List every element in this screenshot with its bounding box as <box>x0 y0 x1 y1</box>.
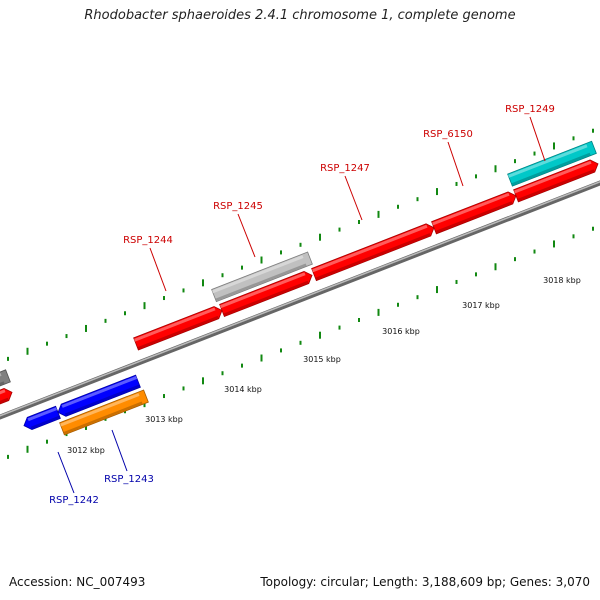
gene-highlight <box>220 272 306 309</box>
gene-arrow[interactable] <box>59 389 149 436</box>
scale-label: 3013 kbp <box>145 415 183 424</box>
gene-arrow[interactable] <box>431 190 519 235</box>
gene-label-lines <box>57 116 546 494</box>
backbone <box>0 180 600 420</box>
backbone-line <box>0 180 600 420</box>
gene-shadow <box>511 152 591 186</box>
scale-label: 3016 kbp <box>382 327 420 336</box>
gene-label-leader <box>237 213 256 258</box>
gene-shadow <box>0 381 5 389</box>
gene-shadow <box>63 401 143 435</box>
gene-highlight <box>312 224 428 273</box>
gene-shadow <box>0 397 9 407</box>
gene-label[interactable]: RSP_6150 <box>423 129 473 140</box>
gene-label[interactable]: RSP_1249 <box>505 104 555 115</box>
gene-arrow[interactable] <box>0 386 14 408</box>
gene-label-leader <box>149 247 167 292</box>
gene-arrow[interactable] <box>56 374 141 418</box>
gene-body[interactable] <box>0 386 14 408</box>
summary-text: Topology: circular; Length: 3,188,609 bp… <box>260 575 590 589</box>
scale-label: 3014 kbp <box>224 385 262 394</box>
gene-shadow <box>315 233 431 281</box>
scale-label: 3018 kbp <box>543 276 581 285</box>
gene-shadow <box>30 415 61 430</box>
gene-body[interactable] <box>59 389 149 436</box>
gene-label[interactable]: RSP_1244 <box>123 235 173 246</box>
scale-label: 3017 kbp <box>462 301 500 310</box>
gene-highlight <box>514 160 592 194</box>
gene-label-leader <box>447 141 464 187</box>
gene-features <box>0 140 600 436</box>
backbone-highlight <box>0 180 600 417</box>
gene-body[interactable] <box>0 369 11 390</box>
gene-highlight <box>432 192 510 226</box>
genome-title: Rhodobacter sphaeroides 2.4.1 chromosome… <box>84 8 516 23</box>
gene-label-leader <box>344 175 363 221</box>
gene-shadow <box>137 315 219 350</box>
gene-arrow[interactable] <box>211 251 313 303</box>
gene-highlight <box>134 307 216 342</box>
gene-body[interactable] <box>311 222 437 282</box>
gene-arrow[interactable] <box>133 304 225 351</box>
gene-highlight <box>27 407 58 422</box>
gene-body[interactable] <box>431 190 519 235</box>
gene-body[interactable] <box>219 269 315 317</box>
gene-body[interactable] <box>133 304 225 351</box>
accession-text: Accession: NC_007493 <box>9 575 146 589</box>
gene-shadow <box>223 280 309 317</box>
gene-highlight <box>508 144 588 178</box>
gene-highlight <box>212 255 304 294</box>
gene-label[interactable]: RSP_1245 <box>213 201 263 212</box>
gene-label[interactable]: RSP_1242 <box>49 495 99 506</box>
gene-arrow[interactable] <box>513 158 600 203</box>
gene-label-leader <box>57 451 75 494</box>
gene-shadow <box>517 169 595 202</box>
gene-body[interactable] <box>211 251 313 303</box>
gene-label-leader <box>529 116 546 162</box>
gene-label[interactable]: RSP_1243 <box>104 474 154 485</box>
gene-shadow <box>215 263 307 302</box>
gene-highlight <box>60 393 140 427</box>
gene-shadow <box>435 201 513 234</box>
gene-arrow[interactable] <box>219 269 315 317</box>
gene-label[interactable]: RSP_1247 <box>320 163 370 174</box>
gene-arrow[interactable] <box>22 405 61 431</box>
scale-label: 3015 kbp <box>303 355 341 364</box>
gene-arrow[interactable] <box>0 369 11 390</box>
gene-arrow[interactable] <box>507 140 597 187</box>
gene-labels: RSP_1244 RSP_1245 RSP_1247 RSP_6150 RSP_1249… <box>49 104 555 506</box>
scale-label: 3012 kbp <box>67 446 105 455</box>
gene-highlight <box>0 389 6 399</box>
scale-labels: 3012 kbp 3013 kbp 3014 kbp 3015 kbp 3016 kbp… <box>67 276 581 455</box>
gene-label-leader <box>111 429 128 472</box>
gene-arrow[interactable] <box>311 222 437 282</box>
gene-body[interactable] <box>507 140 597 187</box>
gene-highlight <box>61 376 138 408</box>
gene-shadow <box>64 384 141 416</box>
